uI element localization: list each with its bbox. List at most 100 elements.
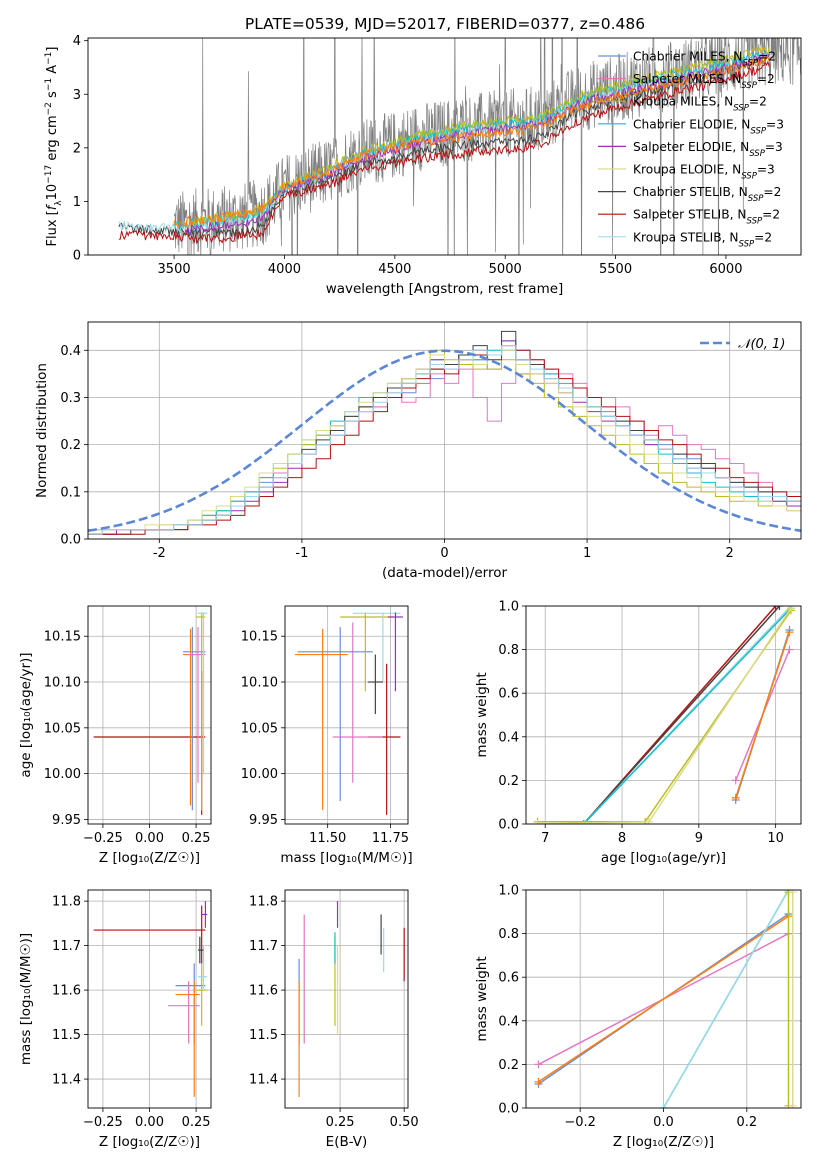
mass_vs_Z-ytick-label: 11.6 (52, 984, 81, 999)
mass_vs_Z-xtick-label: 0.00 (135, 1115, 164, 1130)
spectrum-xtick-label: 3500 (158, 262, 191, 277)
model-spectrum-orange-model (173, 54, 771, 229)
spectrum-ytick-label: 3 (73, 88, 81, 103)
spectrum-xtick-label: 5000 (489, 262, 522, 277)
weight-marker (731, 793, 740, 802)
age_vs_Z-ylabel: age [log₁₀(age/yr)] (18, 652, 34, 777)
histogram-kroupa-stelib (88, 345, 801, 535)
mass_vs_Z-xtick-label: 0.25 (182, 1115, 211, 1130)
mass_vs_Z-ytick-label: 11.7 (52, 939, 81, 954)
weight-marker (785, 645, 794, 654)
observed-spectrum (173, 38, 801, 255)
age_vs_Z-axes: −0.25 0.00 0.25 9.95 10.00 10.05 10.10 10.15 Z [… (18, 605, 212, 866)
weight-marker (533, 820, 542, 824)
age_vs_Z-ytick-label: 10.05 (44, 721, 81, 736)
age_vs_mass-ytick-label: 9.95 (249, 813, 278, 828)
mass_vs_EBV-frame (284, 889, 409, 1109)
mass_weight_vs_Z-ytick-label: 0.4 (498, 1014, 519, 1029)
mass_vs_Z-xtick-label: −0.25 (83, 1115, 123, 1130)
residuals-xlabel: (data-model)/error (382, 565, 508, 581)
spectrum-legend: Chabrier MILES, NSSP=2 Salpeter MILES, NS… (598, 50, 784, 249)
spectrum-xlabel: wavelength [Angstrom, rest frame] (326, 281, 564, 297)
mass_weight_vs_Z-xtick-label: 0.2 (736, 1115, 757, 1130)
mass_vs_Z-axes: −0.25 0.00 0.25 11.4 11.5 11.6 11.7 11.8 Z [log₁… (18, 889, 212, 1150)
age_vs_mass-xtick-label: 11.75 (372, 831, 409, 846)
spectrum-xtick-label: 6000 (709, 262, 742, 277)
residuals-ylabel: Normed distribution (34, 363, 50, 498)
mass_weight_vs_age-xlabel: age [log₁₀(age/yr)] (601, 850, 726, 866)
mass_weight_vs_age-axes: 7 8 9 10 0.0 0.2 0.4 0.6 0.8 1.0 age [log₁₀(age/yr… (474, 600, 802, 866)
spectrum-axes: 3500 4000 4500 5000 5500 6000 0 1 2 3 4 wavelength … (44, 34, 802, 297)
weight-marker (785, 628, 794, 637)
residuals-xtick-label: -2 (153, 546, 166, 561)
mass_vs_EBV-xtick-label: 0.25 (326, 1115, 355, 1130)
mass_weight_vs_Z-plot-area (534, 890, 797, 1108)
mass_vs_Z-xlabel: Z [log₁₀(Z/Z☉)] (99, 1134, 200, 1150)
mass_weight_vs_age-xtick-label: 9 (695, 831, 703, 846)
mass_vs_EBV-ytick-label: 11.7 (249, 939, 278, 954)
residuals-ytick-label: 0.0 (60, 533, 81, 548)
mass_weight_vs_age-ytick-label: 0.4 (498, 730, 519, 745)
age_vs_mass-xtick-label: 11.50 (309, 831, 346, 846)
age_vs_Z-frame (87, 605, 212, 825)
legend-label: Salpeter ELODIE, NSSP=3 (633, 140, 783, 159)
legend-label: Chabrier STELIB, NSSP=2 (633, 185, 781, 204)
mass_vs_EBV-xtick-label: 0.50 (390, 1115, 419, 1130)
age_vs_Z-ytick-label: 10.10 (44, 676, 81, 691)
weight-line-model_orange (538, 915, 789, 1083)
residuals-xtick-label: 1 (583, 546, 591, 561)
mass_weight_vs_age-frame (525, 605, 802, 825)
panels: 3500 4000 4500 5000 5500 6000 0 1 2 3 4 wavelength … (18, 34, 802, 1150)
residuals-plot-area (88, 330, 801, 535)
mass_weight_vs_Z-axes: −0.2 0.0 0.2 0.0 0.2 0.4 0.6 0.8 1.0 Z [log₁₀(Z/Z… (474, 884, 802, 1150)
residuals-ytick-label: 0.1 (60, 485, 81, 500)
mass_vs_EBV-ytick-label: 11.8 (249, 895, 278, 910)
mass_weight_vs_age-ylabel: mass weight (474, 672, 490, 757)
mass_vs_EBV-ytick-label: 11.4 (249, 1073, 278, 1088)
residuals-ytick-label: 0.2 (60, 438, 81, 453)
spectrum-ytick-label: 2 (73, 141, 81, 156)
residuals-frame (87, 321, 802, 540)
legend-label: Kroupa ELODIE, NSSP=3 (633, 163, 775, 182)
legend-label: Chabrier ELODIE, NSSP=3 (633, 117, 784, 136)
mass_weight_vs_age-ytick-label: 0.0 (498, 818, 519, 833)
age_vs_mass-frame (284, 605, 409, 825)
normal-legend-label: 𝒩(0, 1) (738, 337, 785, 352)
mass_vs_Z-ytick-label: 11.4 (52, 1073, 81, 1088)
mass_vs_EBV-axes: 0.25 0.50 11.4 11.5 11.6 11.7 11.8 E(B-V) (249, 889, 419, 1150)
mass_vs_EBV-ytick-label: 11.6 (249, 984, 278, 999)
mass_weight_vs_age-ytick-label: 0.8 (498, 643, 519, 658)
mass_weight_vs_Z-ytick-label: 0.0 (498, 1102, 519, 1117)
mass_weight_vs_age-ytick-label: 0.6 (498, 687, 519, 702)
age_vs_mass-ytick-label: 10.10 (241, 676, 278, 691)
model-spectrum-chabrier-stelib (118, 54, 770, 238)
age_vs_Z-ytick-label: 10.15 (44, 630, 81, 645)
weight-marker (534, 1060, 543, 1069)
mass_weight_vs_age-ytick-label: 0.2 (498, 774, 519, 789)
weight-marker (788, 1101, 797, 1108)
weight-marker (788, 890, 797, 897)
mass_vs_Z-plot-area (93, 901, 208, 1097)
residuals-xtick-label: 0 (440, 546, 448, 561)
legend-label: Chabrier MILES, NSSP=2 (633, 50, 776, 69)
weight-line-model_orange (734, 631, 791, 799)
spectrum-plot-area (118, 38, 801, 255)
age_vs_mass-xlabel: mass [log₁₀(M/M☉)] (280, 850, 412, 866)
residuals-axes: -2 -1 0 1 2 0.0 0.1 0.2 0.3 0.4 (data-model)/error… (34, 321, 802, 581)
age_vs_mass-axes: 11.50 11.75 9.95 10.00 10.05 10.10 10.15 mass [… (241, 605, 413, 866)
mass_weight_vs_Z-xtick-label: 0.0 (653, 1115, 674, 1130)
legend-label: Kroupa STELIB, NSSP=2 (633, 230, 772, 249)
age_vs_Z-xlabel: Z [log₁₀(Z/Z☉)] (99, 850, 200, 866)
weight-marker (534, 1077, 543, 1086)
age_vs_Z-xtick-label: −0.25 (83, 831, 123, 846)
mass_vs_EBV-xlabel: E(B-V) (326, 1134, 368, 1150)
age_vs_Z-xtick-label: 0.25 (182, 831, 211, 846)
age_vs_Z-ytick-label: 10.00 (44, 767, 81, 782)
mass_weight_vs_age-plot-area (533, 606, 796, 824)
mass_weight_vs_age-xtick-label: 10 (767, 831, 784, 846)
weight-line-chabrier-stelib (583, 606, 781, 824)
legend-label: Salpeter MILES, NSSP=2 (633, 72, 775, 91)
weight-line-chabrier-elodie (583, 607, 792, 824)
mass_weight_vs_Z-frame (525, 889, 802, 1109)
